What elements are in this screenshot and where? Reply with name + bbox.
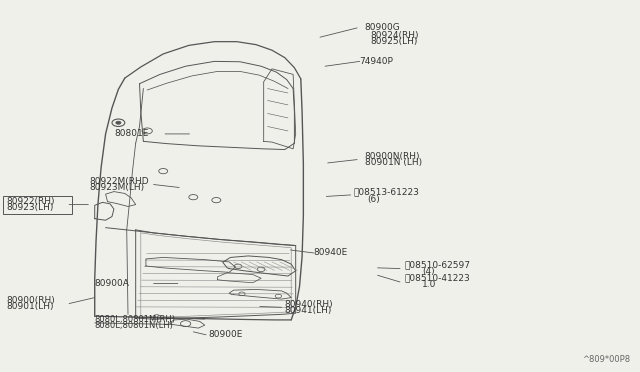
Text: 8080L,80801M(RH): 8080L,80801M(RH) [95,315,176,324]
Text: 74940P: 74940P [360,57,394,66]
Text: 80923(LH): 80923(LH) [6,203,54,212]
Text: 80922(RH): 80922(RH) [6,197,55,206]
Text: 80901(LH): 80901(LH) [6,302,54,311]
Circle shape [116,121,121,124]
Text: 80900(RH): 80900(RH) [6,296,55,305]
Text: (6): (6) [367,195,380,203]
Text: 80941(LH): 80941(LH) [285,306,332,315]
Text: 1.0: 1.0 [422,280,436,289]
Text: Ⓢ08510-41223: Ⓢ08510-41223 [404,274,470,283]
Text: 80923M(LH): 80923M(LH) [90,183,145,192]
Text: Ⓢ08510-62597: Ⓢ08510-62597 [404,260,470,269]
Text: 80922M(RHD: 80922M(RHD [90,177,149,186]
Text: ^809*00P8: ^809*00P8 [582,355,630,364]
Text: 80900A: 80900A [95,279,129,288]
Text: (4): (4) [422,267,435,276]
Text: 80925(LH): 80925(LH) [370,37,417,46]
Text: 80924(RH): 80924(RH) [370,31,419,40]
Text: 80900G: 80900G [365,23,401,32]
Text: 80900N(RH): 80900N(RH) [365,152,420,161]
Text: 8080L,80801N(LH): 8080L,80801N(LH) [95,321,173,330]
Text: 80900E: 80900E [208,330,243,339]
Text: 80801E: 80801E [114,129,148,138]
Text: Ⓢ08513-61223: Ⓢ08513-61223 [354,188,420,197]
Text: 80940(RH): 80940(RH) [285,300,333,309]
Text: 80901N (LH): 80901N (LH) [365,158,422,167]
Text: 80940E: 80940E [314,248,348,257]
